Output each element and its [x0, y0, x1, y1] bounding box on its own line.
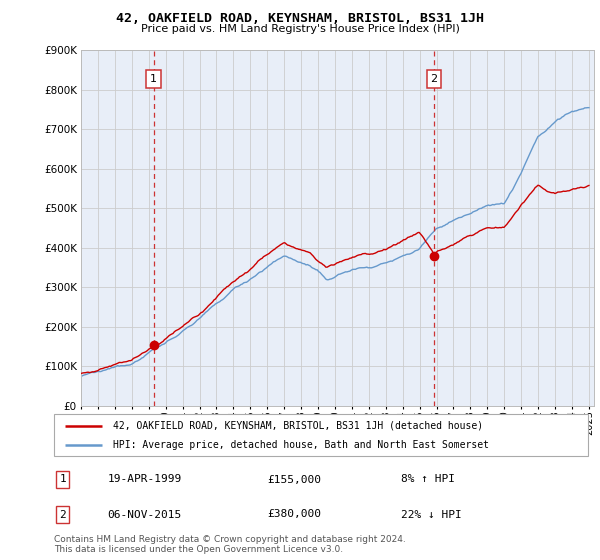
Text: Contains HM Land Registry data © Crown copyright and database right 2024.
This d: Contains HM Land Registry data © Crown c… — [54, 535, 406, 554]
Text: £380,000: £380,000 — [268, 510, 322, 520]
Text: 42, OAKFIELD ROAD, KEYNSHAM, BRISTOL, BS31 1JH: 42, OAKFIELD ROAD, KEYNSHAM, BRISTOL, BS… — [116, 12, 484, 25]
Text: HPI: Average price, detached house, Bath and North East Somerset: HPI: Average price, detached house, Bath… — [113, 440, 489, 450]
Text: £155,000: £155,000 — [268, 474, 322, 484]
Text: 22% ↓ HPI: 22% ↓ HPI — [401, 510, 462, 520]
FancyBboxPatch shape — [54, 414, 588, 456]
Text: 06-NOV-2015: 06-NOV-2015 — [107, 510, 182, 520]
Text: 42, OAKFIELD ROAD, KEYNSHAM, BRISTOL, BS31 1JH (detached house): 42, OAKFIELD ROAD, KEYNSHAM, BRISTOL, BS… — [113, 421, 483, 431]
Text: Price paid vs. HM Land Registry's House Price Index (HPI): Price paid vs. HM Land Registry's House … — [140, 24, 460, 34]
Text: 8% ↑ HPI: 8% ↑ HPI — [401, 474, 455, 484]
Text: 2: 2 — [59, 510, 66, 520]
Text: 1: 1 — [59, 474, 66, 484]
Text: 19-APR-1999: 19-APR-1999 — [107, 474, 182, 484]
Text: 1: 1 — [151, 74, 157, 84]
Text: 2: 2 — [430, 74, 437, 84]
